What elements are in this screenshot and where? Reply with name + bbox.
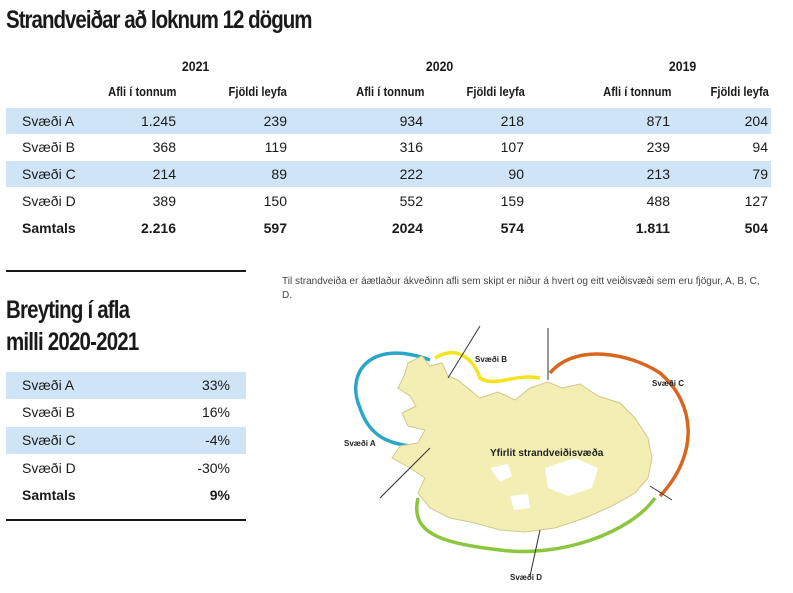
iceland-map: Svæði A Svæði B Svæði C Svæði D Yfirlit … <box>344 325 690 582</box>
catch-2019: 871 <box>646 113 670 129</box>
catch-2020: 934 <box>399 113 423 129</box>
zone-d-boundary <box>415 496 657 554</box>
col-header-catch-2019: Afli í tonnum <box>602 84 671 99</box>
catch-2021: 2.216 <box>140 220 176 236</box>
change-row: Svæði D -30% <box>6 455 246 482</box>
change-value: 33% <box>201 377 230 393</box>
zone-b-label: Svæði B <box>475 355 507 364</box>
row-label: Svæði A <box>22 113 75 129</box>
catch-2020: 2024 <box>391 220 423 236</box>
page-title: Strandveiðar að loknum 12 dögum <box>6 6 313 34</box>
zone-c-boundary <box>548 352 690 498</box>
table-row: Svæði C 214 89 222 90 213 79 <box>6 161 771 187</box>
permits-2020: 218 <box>500 113 524 129</box>
catch-2021: 1.245 <box>140 113 176 129</box>
section-divider <box>6 270 246 272</box>
zone-divider-cd <box>649 485 673 501</box>
zone-d-label: Svæði D <box>510 573 542 582</box>
change-row: Svæði C -4% <box>6 427 246 454</box>
permits-2021: 150 <box>263 193 287 209</box>
catch-2019: 488 <box>646 193 670 209</box>
permits-2019: 127 <box>744 193 768 209</box>
change-label: Svæði D <box>22 460 76 476</box>
catch-2020: 222 <box>399 166 423 182</box>
permits-2020: 574 <box>500 220 524 236</box>
catch-2019: 239 <box>646 139 670 155</box>
row-label: Svæði C <box>22 166 76 182</box>
catch-2021: 214 <box>152 166 176 182</box>
table-total-row: Samtals 2.216 597 2024 574 1.811 504 <box>6 215 771 241</box>
map-note: Til strandveiða er áætlaður ákveðinn afl… <box>282 276 760 301</box>
row-label: Svæði B <box>22 139 75 155</box>
col-header-permits-2019: Fjöldi leyfa <box>710 84 769 99</box>
change-value: -30% <box>197 460 230 476</box>
change-title-line1: Breyting í afla <box>6 296 130 324</box>
permits-2021: 119 <box>264 139 287 155</box>
zone-divider-ad <box>379 447 431 499</box>
catch-2020: 316 <box>399 139 423 155</box>
year-header-2021: 2021 <box>181 58 210 74</box>
change-value: -4% <box>205 432 230 448</box>
zone-divider-d <box>529 529 541 577</box>
change-label: Svæði A <box>22 377 75 393</box>
table-row: Svæði D 389 150 552 159 488 127 <box>6 188 771 214</box>
year-header-2019: 2019 <box>668 58 697 74</box>
permits-2019: 204 <box>744 113 768 129</box>
change-row: Svæði B 16% <box>6 399 246 426</box>
permits-2020: 159 <box>500 193 524 209</box>
permits-2021: 597 <box>263 220 287 236</box>
change-title: Breyting í afla milli 2020-2021 <box>6 294 252 358</box>
permits-2020: 90 <box>508 166 524 182</box>
permits-2021: 239 <box>263 113 287 129</box>
map-center-label: Yfirlit strandveiðisvæða <box>490 447 604 459</box>
year-header-2020: 2020 <box>425 58 454 74</box>
permits-2019: 504 <box>744 220 768 236</box>
col-header-catch-2020: Afli í tonnum <box>355 84 424 99</box>
zone-c-label: Svæði C <box>652 379 684 388</box>
catch-2019: 213 <box>646 166 670 182</box>
catch-2021: 368 <box>152 139 176 155</box>
change-value: 9% <box>209 487 230 503</box>
permits-2021: 89 <box>271 166 287 182</box>
row-label: Svæði D <box>22 193 76 209</box>
zone-a-label: Svæði A <box>344 439 376 448</box>
permits-2020: 107 <box>500 139 524 155</box>
table-row: Svæði B 368 119 316 107 239 94 <box>6 134 771 160</box>
change-total-row: Samtals 9% <box>6 482 246 509</box>
change-row: Svæði A 33% <box>6 372 246 399</box>
col-header-catch-2021: Afli í tonnum <box>107 84 176 99</box>
zone-a-boundary <box>354 351 431 448</box>
zone-divider-ab <box>447 325 481 379</box>
zone-b-boundary <box>434 351 541 384</box>
permits-2019: 79 <box>752 166 768 182</box>
glacier-shape <box>510 494 530 510</box>
permits-2019: 94 <box>752 139 768 155</box>
table-row: Svæði A 1.245 239 934 218 871 204 <box>6 108 771 134</box>
change-label: Svæði C <box>22 432 76 448</box>
col-header-permits-2021: Fjöldi leyfa <box>228 84 287 99</box>
glacier-shape <box>545 458 598 496</box>
row-label: Samtals <box>22 220 76 236</box>
section-bottom-rule <box>6 519 246 521</box>
glacier-shape <box>490 464 512 482</box>
change-value: 16% <box>201 404 230 420</box>
catch-2021: 389 <box>152 193 176 209</box>
change-title-line2: milli 2020-2021 <box>6 328 139 356</box>
catch-2019: 1.811 <box>635 220 670 236</box>
change-label: Samtals <box>22 487 76 503</box>
col-header-permits-2020: Fjöldi leyfa <box>466 84 525 99</box>
change-label: Svæði B <box>22 404 75 420</box>
catch-2020: 552 <box>399 193 423 209</box>
